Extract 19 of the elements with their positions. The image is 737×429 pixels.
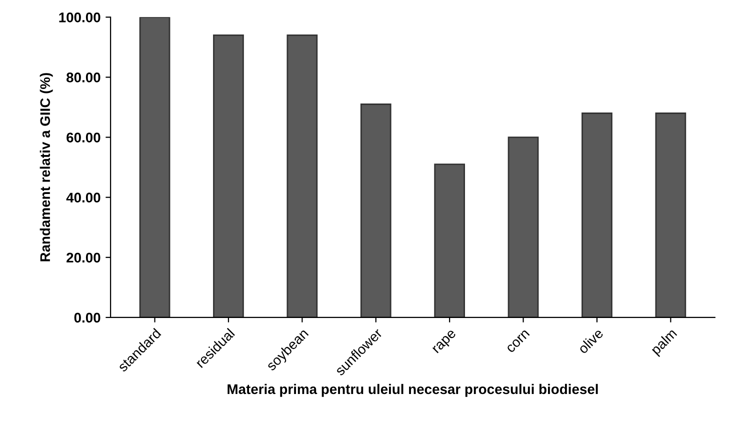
bar — [655, 112, 686, 318]
bar — [582, 112, 612, 318]
y-tick-label: 100.00 — [59, 12, 100, 22]
y-tick-label: 20.00 — [66, 252, 100, 263]
x-tick-label: corn — [506, 330, 530, 354]
y-tick-label: 0.00 — [74, 312, 100, 323]
x-tick-label: rape — [432, 329, 458, 356]
bar — [286, 34, 318, 318]
y-tick-label: 80.00 — [66, 72, 100, 82]
bar — [213, 34, 244, 318]
bar — [360, 104, 392, 318]
x-axis-title: Materia prima pentru uleiul necesar procesului biodiesel — [228, 384, 598, 397]
bar — [434, 164, 466, 318]
bar — [139, 17, 170, 318]
y-tick-label: 40.00 — [66, 192, 100, 203]
y-tick-label: 60.00 — [66, 132, 100, 142]
bar — [508, 136, 539, 318]
x-tick-label: olive — [577, 328, 604, 354]
y-axis-title: Randament relativ a GIIC (%) — [40, 73, 53, 262]
